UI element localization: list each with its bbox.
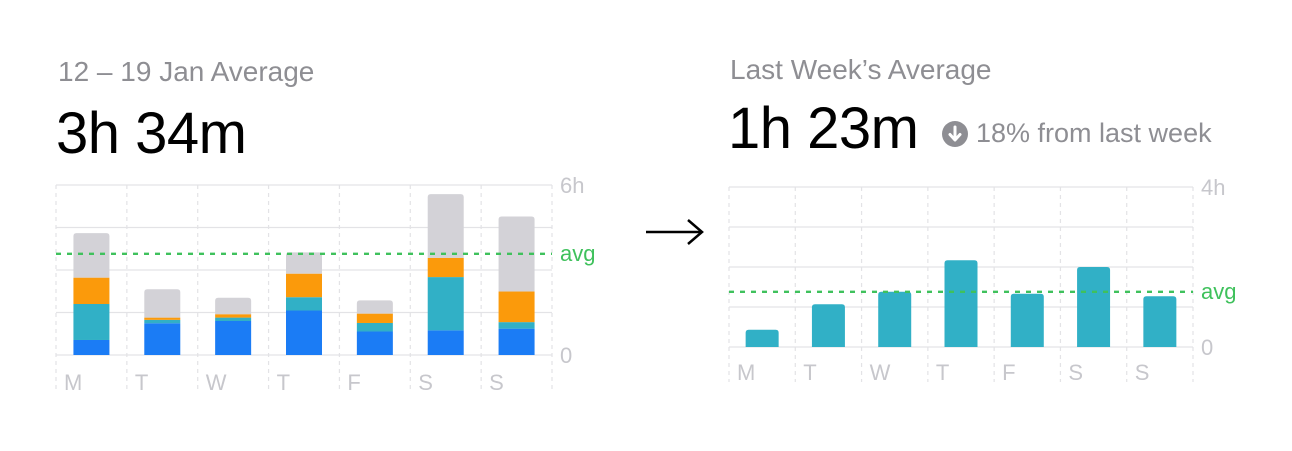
right-average: 1h 23m [728, 96, 919, 161]
bar-segment [286, 273, 322, 298]
x-tick-label: F [347, 370, 360, 395]
bar [811, 304, 845, 347]
x-tick-label: W [206, 370, 227, 395]
bar [1010, 293, 1044, 347]
bar-segment [73, 339, 110, 355]
x-tick-label: S [1068, 360, 1083, 385]
y-tick-label: 0 [1201, 335, 1213, 360]
x-tick-label: S [489, 370, 504, 395]
avg-label: avg [560, 241, 595, 266]
bar [944, 260, 978, 347]
x-tick-label: T [277, 370, 290, 395]
bar-segment [215, 314, 252, 318]
bar-segment [286, 252, 322, 274]
bar-segment [427, 330, 464, 355]
bar-segment [286, 310, 322, 355]
bar [1077, 267, 1111, 347]
bar-segment [427, 194, 464, 258]
bar-segment [498, 328, 535, 355]
bar-segment [498, 291, 535, 323]
x-tick-label: M [64, 370, 82, 395]
bar-segment [498, 216, 535, 292]
bar-segment [498, 322, 535, 329]
bar [745, 329, 779, 347]
right-subtitle: Last Week’s Average [730, 54, 992, 85]
y-tick-label: 6h [560, 173, 584, 198]
delta-text: 18% from last week [976, 118, 1212, 148]
x-tick-label: T [135, 370, 148, 395]
bar-segment [144, 317, 181, 320]
bar-segment [427, 277, 464, 331]
x-tick-label: S [1135, 360, 1150, 385]
bar-segment [215, 321, 252, 355]
arrow-down-circle-icon [942, 120, 968, 147]
bar-segment [144, 289, 181, 318]
x-tick-label: M [737, 360, 755, 385]
avg-label: avg [1201, 279, 1236, 304]
bar-segment [427, 257, 464, 278]
bar-segment [73, 233, 110, 278]
bar-segment [73, 277, 110, 304]
x-tick-label: T [936, 360, 949, 385]
bar-segment [144, 319, 181, 324]
bar-segment [356, 313, 393, 323]
x-tick-label: S [418, 370, 433, 395]
right-arrow-icon [646, 219, 704, 245]
left-subtitle: 12 – 19 Jan Average [58, 56, 315, 87]
x-tick-label: F [1002, 360, 1015, 385]
bar-segment [144, 323, 181, 355]
y-tick-label: 4h [1201, 175, 1225, 200]
bar-segment [356, 331, 393, 355]
bar-segment [215, 317, 252, 321]
bar-segment [215, 297, 252, 315]
delta-change: 18% from last week [942, 118, 1212, 149]
x-tick-label: W [870, 360, 891, 385]
bar [878, 291, 912, 347]
bar-segment [356, 300, 393, 314]
bar-segment [73, 304, 110, 340]
bar-segment [286, 297, 322, 311]
left-average: 3h 34m [56, 101, 247, 166]
y-tick-label: 0 [560, 343, 572, 368]
bar [1143, 296, 1177, 347]
bar-segment [356, 322, 393, 332]
x-tick-label: T [803, 360, 816, 385]
